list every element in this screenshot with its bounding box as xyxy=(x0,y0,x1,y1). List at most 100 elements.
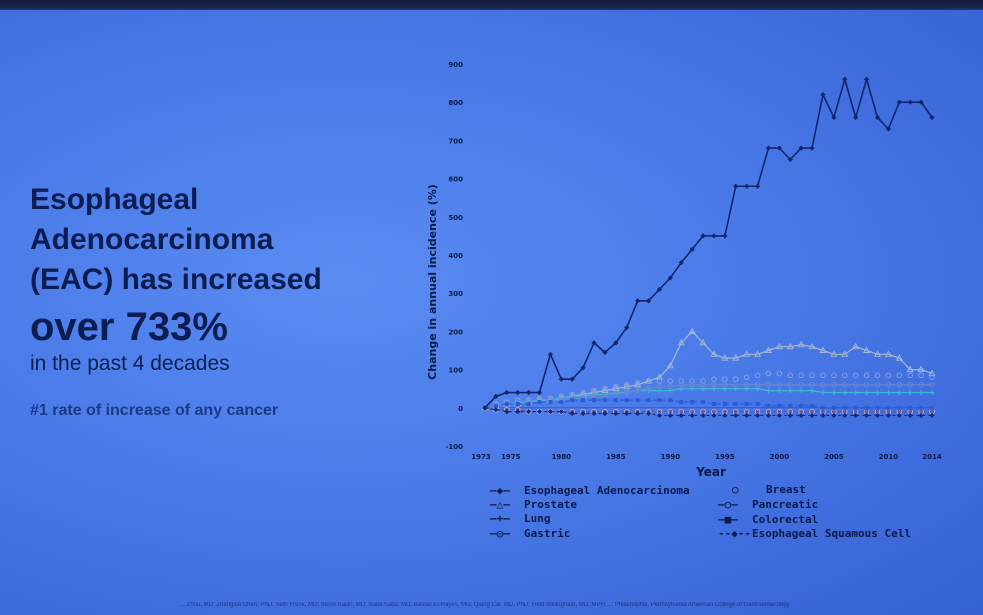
chart-axes: -100 0 100 200 300 400 500 600 700 800 900 1973 1975… xyxy=(426,61,942,479)
point-eac xyxy=(558,376,564,382)
point-breast xyxy=(896,372,903,379)
subtitle: in the past 4 decades xyxy=(30,352,230,375)
point-lung xyxy=(809,388,815,394)
point-escc xyxy=(656,412,663,419)
point-colorectal xyxy=(853,405,858,410)
point-eac xyxy=(765,145,772,151)
y-axis-label: Change in annual incidence (%) xyxy=(426,184,439,380)
point-breast xyxy=(885,372,892,379)
point-breast xyxy=(798,372,804,379)
point-eac xyxy=(482,405,488,411)
point-pancreatic xyxy=(907,382,913,388)
point-colorectal xyxy=(820,405,825,410)
point-prostate xyxy=(895,354,903,361)
point-colorectal xyxy=(548,400,553,405)
x-axis-label: Year xyxy=(695,465,726,479)
point-escc xyxy=(733,412,739,419)
point-eac xyxy=(526,389,532,396)
legend-label-gastric: Gastric xyxy=(524,527,571,540)
point-prostate xyxy=(852,342,860,350)
point-eac xyxy=(863,76,870,82)
point-escc xyxy=(493,407,499,413)
point-escc xyxy=(918,412,924,419)
point-escc xyxy=(754,412,761,419)
point-eac xyxy=(700,233,706,239)
point-colorectal xyxy=(581,398,586,403)
point-eac xyxy=(831,114,837,121)
point-colorectal xyxy=(504,401,509,406)
point-eac xyxy=(754,183,761,189)
point-escc xyxy=(863,412,870,419)
legend-label-prostate: Prostate xyxy=(524,498,577,511)
point-escc xyxy=(853,412,859,419)
point-colorectal xyxy=(842,405,847,410)
point-eac xyxy=(493,393,499,399)
point-escc xyxy=(602,410,608,417)
point-eac xyxy=(929,114,935,121)
point-eac xyxy=(515,389,521,396)
point-colorectal xyxy=(788,403,793,408)
point-colorectal xyxy=(810,403,815,408)
point-escc xyxy=(711,412,717,419)
point-prostate xyxy=(753,350,762,357)
point-eac xyxy=(722,233,728,239)
point-pancreatic xyxy=(918,382,924,388)
point-escc xyxy=(635,410,641,417)
point-prostate xyxy=(819,346,827,353)
point-pancreatic xyxy=(634,387,641,394)
point-breast xyxy=(678,378,685,384)
point-lung xyxy=(798,388,804,394)
point-escc xyxy=(874,412,881,419)
point-lung xyxy=(864,390,870,396)
point-escc xyxy=(776,412,782,419)
point-colorectal xyxy=(570,398,575,403)
point-colorectal xyxy=(930,405,934,410)
point-prostate xyxy=(775,342,783,350)
point-escc xyxy=(700,412,706,419)
point-eac xyxy=(580,365,586,371)
point-breast xyxy=(809,372,815,379)
point-colorectal xyxy=(493,403,498,408)
y-tick-label: 400 xyxy=(448,252,463,260)
legend-symbol-pancreatic: —○— xyxy=(718,498,738,511)
point-breast xyxy=(907,372,913,379)
point-pancreatic xyxy=(885,382,892,388)
point-pancreatic xyxy=(820,382,826,388)
point-escc xyxy=(569,410,575,417)
point-eac xyxy=(569,376,575,382)
point-pancreatic xyxy=(722,382,728,388)
point-escc xyxy=(820,412,826,419)
x-tick-label: 2010 xyxy=(879,453,899,461)
x-tick-label: 2014 xyxy=(922,453,942,461)
point-colorectal xyxy=(613,398,618,403)
point-escc xyxy=(645,410,652,417)
legend-symbol-breast: ○ xyxy=(732,483,739,496)
point-breast xyxy=(831,372,837,379)
point-colorectal xyxy=(646,398,651,403)
point-prostate xyxy=(917,365,925,373)
headline-line-3: (EAC) has increased xyxy=(30,263,322,296)
point-colorectal xyxy=(624,398,629,403)
point-colorectal xyxy=(733,401,738,406)
point-breast xyxy=(613,383,619,390)
point-eac xyxy=(613,340,619,346)
point-escc xyxy=(842,412,848,419)
point-lung xyxy=(776,388,782,394)
legend-label-lung: Lung xyxy=(524,512,551,525)
point-breast xyxy=(569,391,576,398)
point-breast xyxy=(591,387,597,394)
point-lung xyxy=(885,390,891,396)
point-pancreatic xyxy=(754,382,761,388)
legend-symbol-lung: —+— xyxy=(490,512,510,525)
point-prostate xyxy=(743,350,751,357)
point-breast xyxy=(863,372,870,379)
point-pancreatic xyxy=(831,382,837,388)
point-pancreatic xyxy=(852,382,859,388)
point-breast xyxy=(852,372,859,379)
point-escc xyxy=(558,409,564,415)
point-eac xyxy=(896,99,902,105)
y-tick-label: 0 xyxy=(458,405,463,413)
point-pancreatic xyxy=(841,382,848,388)
point-lung xyxy=(842,390,848,396)
point-colorectal xyxy=(679,400,684,405)
